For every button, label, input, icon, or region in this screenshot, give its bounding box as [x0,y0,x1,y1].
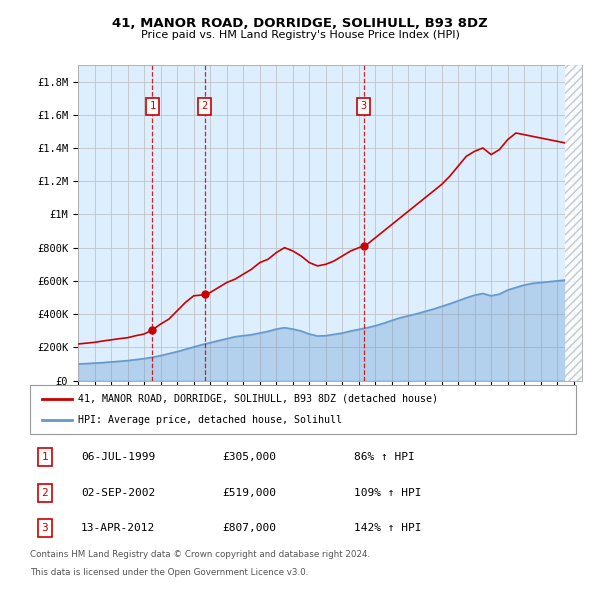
Text: 1: 1 [149,101,155,112]
Text: This data is licensed under the Open Government Licence v3.0.: This data is licensed under the Open Gov… [30,568,308,577]
Text: 86% ↑ HPI: 86% ↑ HPI [354,453,415,462]
Text: 13-APR-2012: 13-APR-2012 [81,523,155,533]
Text: 41, MANOR ROAD, DORRIDGE, SOLIHULL, B93 8DZ: 41, MANOR ROAD, DORRIDGE, SOLIHULL, B93 … [112,17,488,30]
Text: 142% ↑ HPI: 142% ↑ HPI [354,523,421,533]
Text: £305,000: £305,000 [222,453,276,462]
Text: £519,000: £519,000 [222,488,276,497]
Text: 2: 2 [41,488,49,497]
Text: 02-SEP-2002: 02-SEP-2002 [81,488,155,497]
Text: £807,000: £807,000 [222,523,276,533]
Text: Price paid vs. HM Land Registry's House Price Index (HPI): Price paid vs. HM Land Registry's House … [140,30,460,40]
Text: 1: 1 [41,453,49,462]
Text: 06-JUL-1999: 06-JUL-1999 [81,453,155,462]
Text: 3: 3 [361,101,367,112]
Text: 41, MANOR ROAD, DORRIDGE, SOLIHULL, B93 8DZ (detached house): 41, MANOR ROAD, DORRIDGE, SOLIHULL, B93 … [78,394,438,404]
Text: Contains HM Land Registry data © Crown copyright and database right 2024.: Contains HM Land Registry data © Crown c… [30,550,370,559]
Text: 109% ↑ HPI: 109% ↑ HPI [354,488,421,497]
Text: 2: 2 [202,101,208,112]
Text: HPI: Average price, detached house, Solihull: HPI: Average price, detached house, Soli… [78,415,342,425]
Text: 3: 3 [41,523,49,533]
